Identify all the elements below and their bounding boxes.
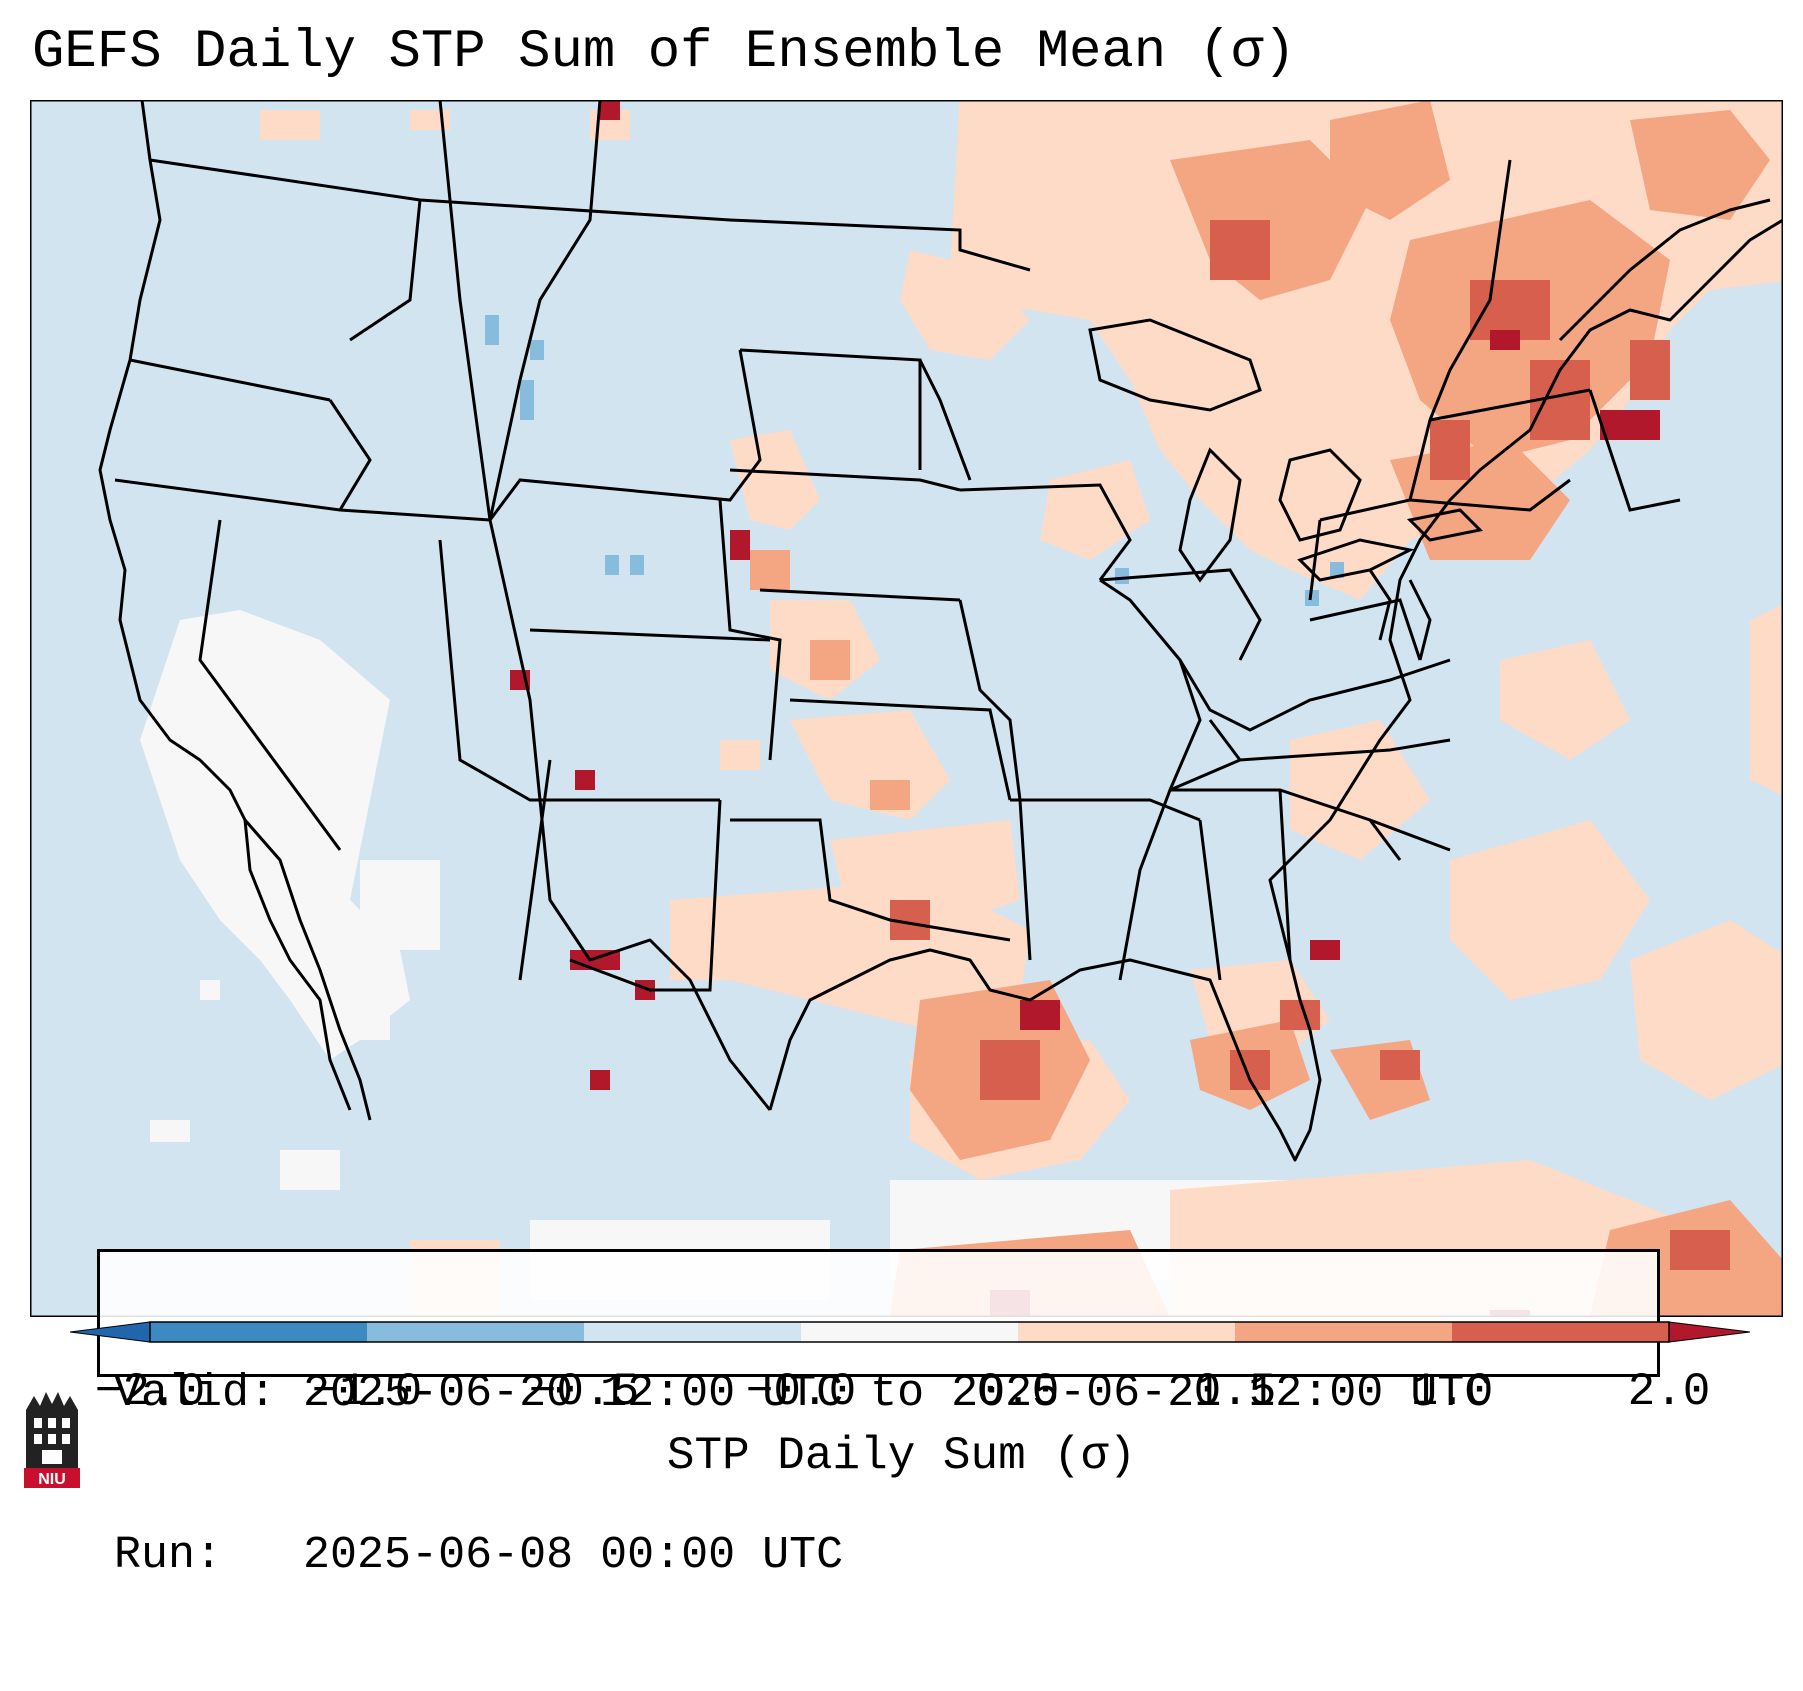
colorbar-outline: [149, 1321, 1670, 1343]
colorbar-max-extend: [1668, 1321, 1751, 1343]
strong-positive-cells: [890, 220, 1730, 1270]
colorbar-segment: [1018, 1322, 1235, 1342]
colorbar-svg: [69, 1321, 1751, 1343]
logo-text: NIU: [38, 1471, 66, 1488]
valid-label: Valid:: [114, 1368, 277, 1419]
stp-map: [30, 100, 1783, 1317]
colorbar-tick-label: 1.0: [1410, 1366, 1494, 1418]
valid-row: Valid: 2025-06-20 12:00 UTC to 2025-06-2…: [114, 1367, 1643, 1421]
colorbar-tick-label: −0.5: [528, 1366, 640, 1418]
run-row: Run: 2025-06-08 00:00 UTC: [114, 1529, 1643, 1583]
colorbar-tick-label: −1.0: [311, 1366, 423, 1418]
map-panel: Valid: 2025-06-20 12:00 UTC to 2025-06-2…: [30, 100, 1783, 1581]
coastlines: [98, 100, 1783, 1162]
colorbar-tick-label: −0.0: [745, 1366, 857, 1418]
colorbar: [69, 1320, 1751, 1349]
colorbar-tick-label: 0.5: [1193, 1366, 1277, 1418]
valid-run-info-box: Valid: 2025-06-20 12:00 UTC to 2025-06-2…: [97, 1249, 1660, 1581]
colorbar-segment: [150, 1322, 367, 1342]
colorbar-min-extend: [69, 1321, 151, 1343]
colorbar-segment: [1452, 1322, 1669, 1342]
colorbar-segment: [367, 1322, 584, 1342]
colorbar-tick-label: −2.0: [94, 1366, 206, 1418]
niu-tower-icon: NIU: [24, 1392, 80, 1488]
colorbar-segment: [584, 1322, 801, 1342]
colorbar-segment: [1235, 1322, 1452, 1342]
niu-logo: NIU: [20, 1390, 84, 1495]
borders: [114, 100, 1681, 992]
run-value: 2025-06-08 00:00 UTC: [303, 1530, 844, 1581]
colorbar-label: STP Daily Sum (σ): [666, 1430, 1137, 1482]
great-lakes: [1088, 318, 1484, 583]
colorbar-segment: [801, 1322, 1018, 1342]
colorbar-tick-label: 2.0: [1627, 1366, 1711, 1418]
run-label: Run:: [114, 1530, 223, 1581]
colorbar-tick-label: 0.0: [976, 1366, 1060, 1418]
chart-title: GEFS Daily STP Sum of Ensemble Mean (σ): [32, 22, 1296, 83]
valid-value: 2025-06-20 12:00 UTC to 2025-06-21 12:00…: [303, 1368, 1492, 1419]
